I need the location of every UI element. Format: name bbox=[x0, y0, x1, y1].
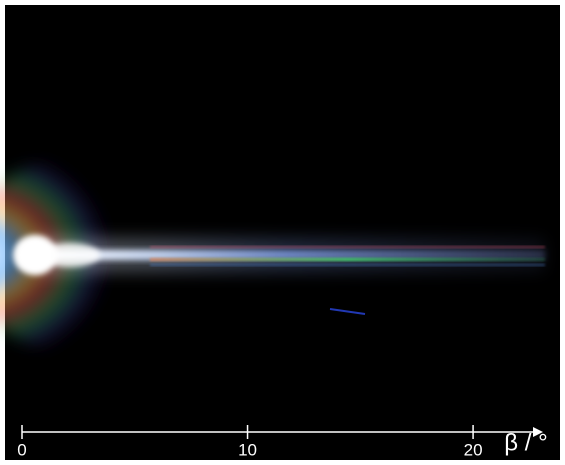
photo-figure: β / ° 0 10 20 bbox=[0, 0, 565, 465]
tick-label: 20 bbox=[464, 440, 483, 459]
axis-label: β / ° bbox=[504, 429, 547, 456]
tick-label: 10 bbox=[238, 440, 257, 459]
page: {"axis": {"label": "β / °", "xlim": [0, … bbox=[0, 0, 565, 465]
tick-label: 0 bbox=[17, 440, 26, 459]
